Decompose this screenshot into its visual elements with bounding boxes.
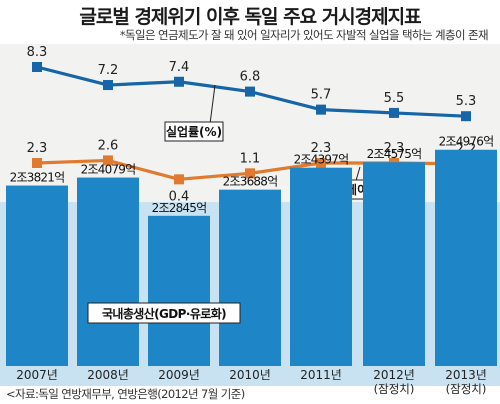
unemployment-point: [245, 86, 255, 97]
year-tick-label: 2011년: [300, 368, 342, 382]
year-tick-note: (잠정치): [446, 382, 487, 396]
gdp-bar: [290, 167, 352, 366]
unemployment-point: [389, 107, 399, 118]
year-tick-label: 2008년: [87, 368, 129, 382]
unemployment-value-label: 5.7: [311, 88, 332, 103]
unemployment-value-label: 8.3: [27, 45, 48, 60]
unemployment-point: [174, 76, 184, 87]
unemployment-point: [316, 104, 326, 115]
chart-subtitle-note: *독일은 연금제도가 잘 돼 있어 일자리가 있어도 자발적 실업을 택하는 계…: [119, 28, 489, 42]
unemployment-legend-leader: [209, 84, 216, 125]
unemployment-legend-label: 실업률(%): [166, 124, 222, 139]
gdp-bar: [219, 189, 281, 366]
inflation-point: [245, 168, 255, 179]
year-tick-label: 2010년: [229, 368, 271, 382]
unemployment-value-label: 5.5: [384, 91, 405, 106]
gdp-bar: [148, 215, 210, 366]
gdp-value-label: 2조4976억: [439, 135, 494, 149]
year-tick-label: 2013년: [445, 368, 487, 382]
unemployment-value-label: 7.4: [169, 60, 190, 75]
year-tick-label: 2012년: [373, 368, 415, 382]
inflation-value-label: 2.3: [27, 141, 48, 156]
year-tick-label: 2009년: [158, 368, 200, 382]
year-tick-note: (잠정치): [374, 382, 415, 396]
gdp-value-label: 2조3821억: [10, 171, 65, 185]
inflation-point: [174, 174, 184, 185]
unemployment-point: [32, 62, 42, 72]
unemployment-value-label: 7.2: [98, 63, 119, 78]
gdp-value-label: 2조4575억: [367, 147, 422, 161]
gdp-legend-label: 국내총생산(GDP·유로화): [102, 306, 226, 321]
inflation-point: [32, 158, 42, 168]
inflation-value-label: 0.4: [169, 189, 190, 204]
gdp-bar: [6, 185, 68, 366]
chart-title: 글로벌 경제위기 이후 독일 주요 거시경제지표: [79, 6, 421, 28]
inflation-value-label: 2.6: [98, 138, 119, 153]
gdp-value-label: 2조2845억: [152, 201, 207, 215]
inflation-value-label: 1.1: [240, 151, 261, 166]
source-note: <자료:독일 연방재무부, 연방은행(2012년 7월 기준): [6, 387, 245, 401]
inflation-value-label: 2.3: [384, 141, 405, 156]
gdp-legend-box: [87, 302, 241, 324]
gdp-value-label: 2조4079억: [81, 163, 136, 177]
unemployment-legend-box: [164, 121, 224, 142]
gdp-bar: [363, 162, 425, 366]
unemployment-point: [103, 80, 113, 91]
inflation-point: [103, 155, 113, 166]
gdp-value-label: 2조3688억: [223, 175, 278, 189]
year-tick-label: 2007년: [16, 368, 58, 382]
unemployment-point: [461, 111, 471, 122]
unemployment-value-label: 6.8: [240, 70, 261, 85]
inflation-point: [316, 158, 326, 168]
gdp-bar: [77, 177, 139, 366]
gdp-value-label: 2조4397억: [294, 153, 349, 167]
inflation-value-label: 2.3: [311, 141, 332, 156]
gdp-bar: [435, 149, 497, 366]
unemployment-value-label: 5.3: [456, 94, 477, 109]
